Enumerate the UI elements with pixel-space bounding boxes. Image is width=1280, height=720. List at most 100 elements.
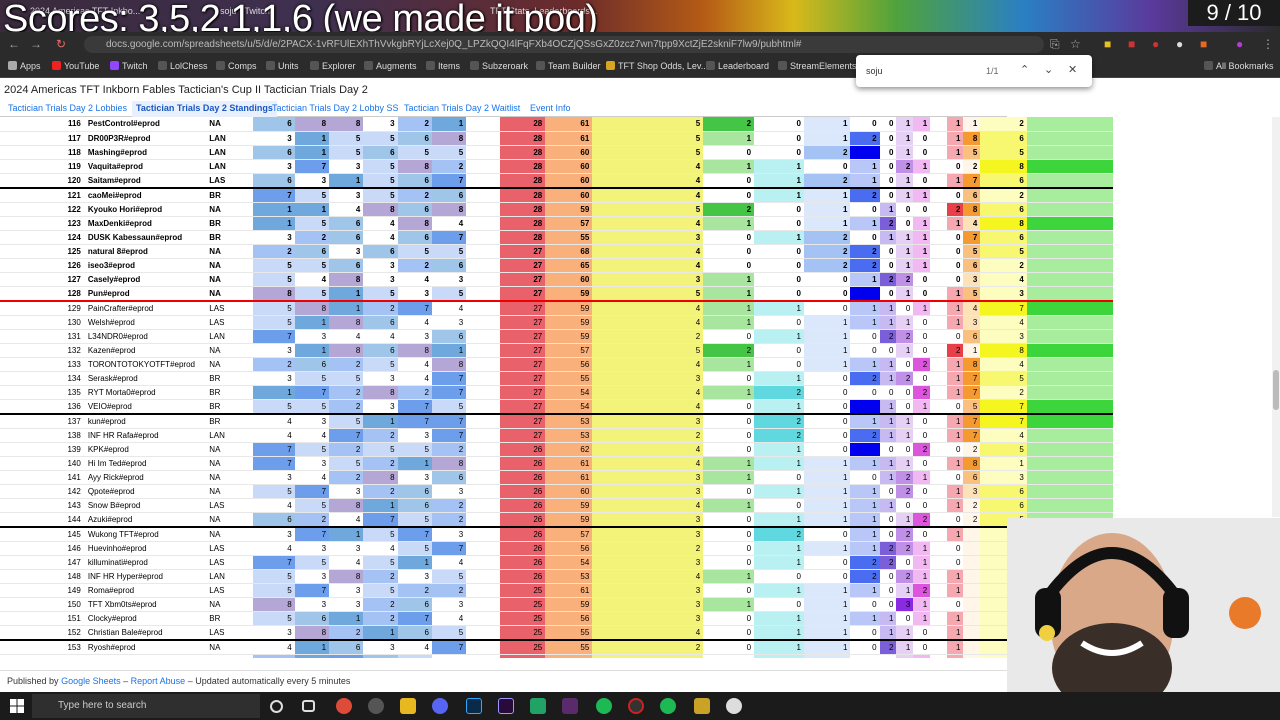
cell-game-placement[interactable]: 3 xyxy=(363,258,398,273)
cell-total-points[interactable]: 27 xyxy=(499,258,546,273)
cell-top4-count[interactable]: 5 xyxy=(592,286,704,302)
cell-rank[interactable]: 117 xyxy=(42,131,85,146)
cell-stat[interactable]: 0 xyxy=(879,597,897,612)
cell-stat[interactable]: 2 xyxy=(803,244,851,259)
cell-first-count[interactable]: 2 xyxy=(703,117,755,132)
cell-top4-count[interactable]: 3 xyxy=(592,413,704,429)
cell-stat[interactable]: 2 xyxy=(850,371,880,386)
cell-stat[interactable]: 0 xyxy=(850,202,880,217)
cell-stat[interactable]: 0 xyxy=(913,145,931,160)
cell-stat[interactable]: 0 xyxy=(879,258,897,273)
cell-stat[interactable]: 2 xyxy=(896,484,914,499)
cell-rank[interactable]: 150 xyxy=(42,597,85,612)
cell-stat[interactable]: 4 xyxy=(963,216,981,231)
cell-stat[interactable]: 1 xyxy=(913,611,931,626)
cell-game-placement[interactable]: 1 xyxy=(294,202,330,217)
cell[interactable] xyxy=(930,202,947,217)
cell-stat[interactable]: 0 xyxy=(754,145,804,160)
cell-stat[interactable]: 2 xyxy=(963,159,981,174)
cell-game-placement[interactable]: 4 xyxy=(329,202,364,217)
cell-game-placement[interactable]: 2 xyxy=(329,625,364,641)
cell-stat[interactable]: 0 xyxy=(879,512,897,528)
cell-game-placement[interactable]: 5 xyxy=(253,611,295,626)
cell[interactable] xyxy=(466,329,500,344)
excel-icon[interactable] xyxy=(530,698,546,714)
cell[interactable] xyxy=(466,272,500,287)
cell[interactable] xyxy=(466,371,500,386)
cell-stat[interactable]: 5 xyxy=(963,145,981,160)
cell-region[interactable]: NA xyxy=(207,654,254,658)
cell-stat[interactable]: 2 xyxy=(754,413,804,429)
cell-stat[interactable]: 1 xyxy=(913,555,931,570)
cell-game-placement[interactable]: 8 xyxy=(397,216,432,231)
cell-total-points[interactable]: 26 xyxy=(499,526,546,542)
cell-stat[interactable] xyxy=(963,583,981,598)
cell-first-count[interactable]: 0 xyxy=(703,625,755,641)
cell-game-placement[interactable]: 2 xyxy=(294,230,330,245)
cell-first-count[interactable]: 1 xyxy=(703,315,755,330)
cell-stat[interactable]: 1 xyxy=(896,315,914,330)
cell-stat[interactable]: 0 xyxy=(913,315,931,330)
cell[interactable] xyxy=(0,526,43,542)
cell-stat[interactable]: 1 xyxy=(754,639,804,655)
cell-stat[interactable]: 1 xyxy=(879,470,897,485)
cell-game-placement[interactable]: 4 xyxy=(431,654,467,658)
cell-indicator[interactable] xyxy=(1026,484,1113,499)
cell-stat[interactable]: 7 xyxy=(963,371,981,386)
cell-game-placement[interactable]: 1 xyxy=(397,456,432,471)
cell[interactable] xyxy=(466,258,500,273)
cell-region[interactable]: NA xyxy=(207,343,254,358)
cell-stat[interactable]: 0 xyxy=(946,442,964,457)
cell[interactable] xyxy=(0,639,43,655)
cell-stat[interactable]: 1 xyxy=(879,202,897,217)
cell-game-placement[interactable]: 5 xyxy=(397,145,432,160)
cell-region[interactable]: LAS xyxy=(207,625,254,641)
cell-tiebreaker[interactable]: 56 xyxy=(545,357,593,372)
cell-stat[interactable]: 0 xyxy=(803,399,851,415)
cell-region[interactable]: BR xyxy=(207,399,254,415)
cell-game-placement[interactable]: 5 xyxy=(329,145,364,160)
cell-stat[interactable]: 1 xyxy=(946,315,964,330)
cell-stat[interactable]: 1 xyxy=(850,526,880,542)
cell-game-placement[interactable]: 3 xyxy=(253,131,295,146)
cell-first-count[interactable]: 0 xyxy=(703,371,755,386)
cell-rank[interactable]: 139 xyxy=(42,442,85,457)
cell-rank[interactable]: 118 xyxy=(42,145,85,160)
cell[interactable] xyxy=(466,583,500,598)
cell-stat[interactable]: 2 xyxy=(896,371,914,386)
cell-game-placement[interactable]: 6 xyxy=(253,512,295,528)
cell-indicator[interactable] xyxy=(1026,357,1113,372)
cell-stat[interactable]: 2 xyxy=(850,555,880,570)
cell-stat[interactable] xyxy=(963,569,981,584)
cell-region[interactable]: LAS xyxy=(207,555,254,570)
cell-stat[interactable] xyxy=(850,286,880,302)
bookmark-streamelements[interactable]: StreamElements xyxy=(778,61,857,71)
cell-rank[interactable]: 137 xyxy=(42,413,85,429)
cell-stat[interactable]: 0 xyxy=(896,399,914,415)
cell-first-count[interactable]: 1 xyxy=(703,272,755,287)
cell-game-placement[interactable]: 6 xyxy=(253,145,295,160)
cell-game-placement[interactable]: 3 xyxy=(397,329,432,344)
cell-player-name[interactable]: TORONTOTOKYOTFT#eprod xyxy=(84,357,208,372)
cell-game-placement[interactable]: 1 xyxy=(431,343,467,358)
cell-game-placement[interactable]: 4 xyxy=(397,272,432,287)
cell-stat[interactable]: 1 xyxy=(946,173,964,189)
cell-stat[interactable]: 2 xyxy=(963,442,981,457)
cell-game-placement[interactable]: 7 xyxy=(329,428,364,443)
cell-stat[interactable]: 8 xyxy=(963,357,981,372)
cell-player-name[interactable]: Pun#eprod xyxy=(84,286,208,302)
cell-stat[interactable]: 1 xyxy=(946,145,964,160)
cell-game-placement[interactable]: 5 xyxy=(431,244,467,259)
cell-game-placement[interactable]: 7 xyxy=(294,484,330,499)
cell[interactable] xyxy=(930,498,947,513)
cell-total-points[interactable]: 27 xyxy=(499,244,546,259)
cell-stat[interactable]: 0 xyxy=(913,639,931,655)
cell-stat[interactable]: 0 xyxy=(850,654,880,658)
cell-total-points[interactable]: 28 xyxy=(499,159,546,174)
cell-stat[interactable]: 1 xyxy=(850,541,880,556)
cell[interactable] xyxy=(466,442,500,457)
cell-rank[interactable]: 120 xyxy=(42,173,85,189)
cell-player-name[interactable]: VEIO#eprod xyxy=(84,399,208,415)
cell-game-placement[interactable]: 7 xyxy=(397,300,432,316)
cell[interactable] xyxy=(466,498,500,513)
